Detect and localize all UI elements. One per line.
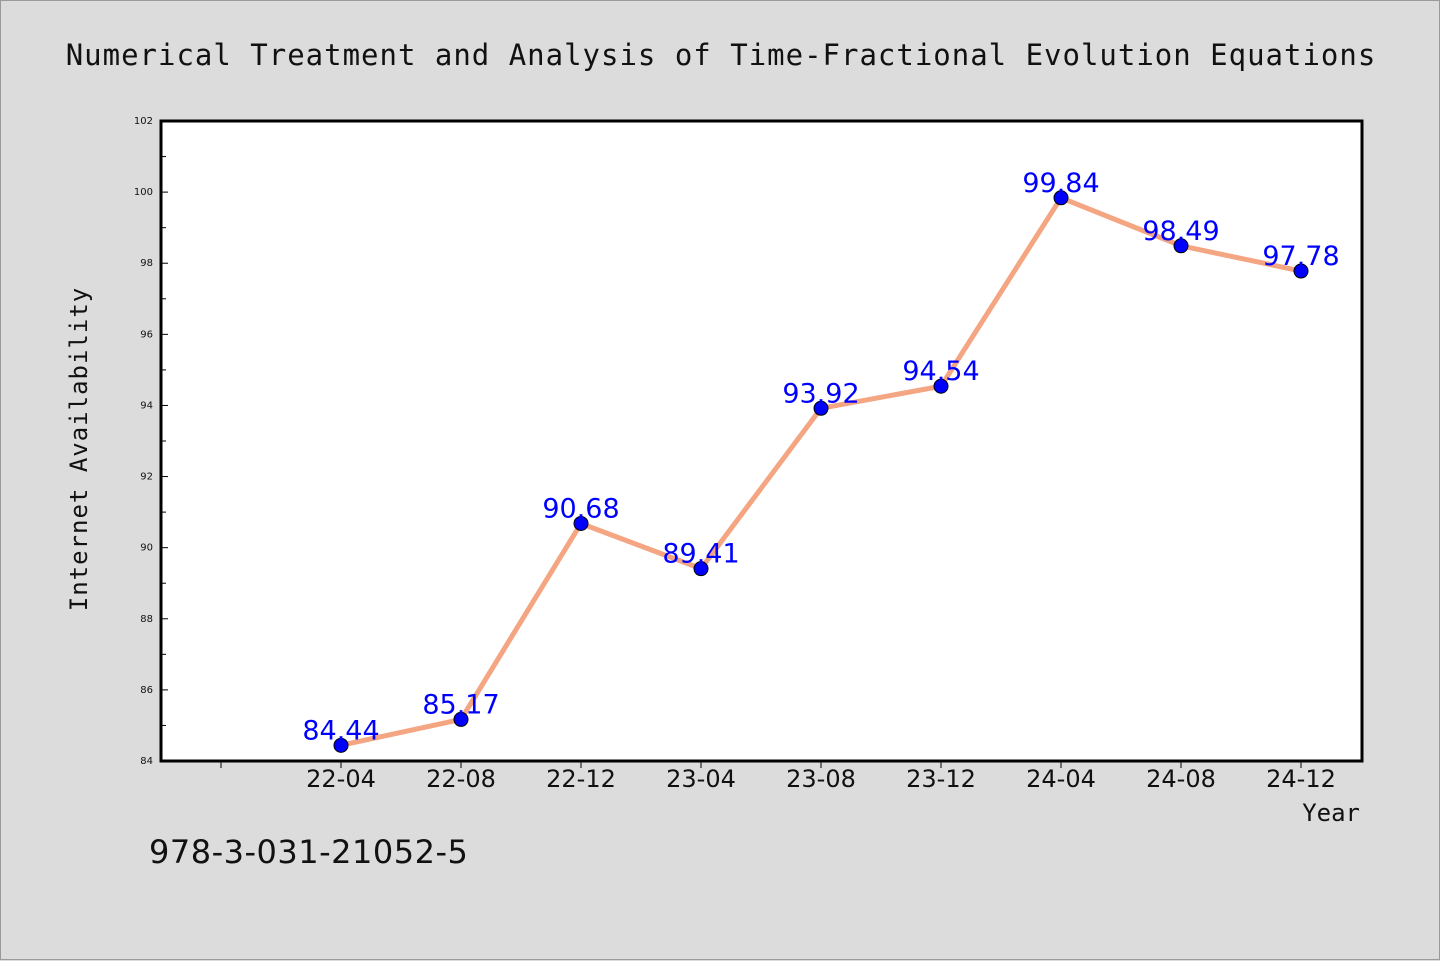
x-tick-label: 24-08 [1146, 765, 1216, 793]
y-tick-label: 96 [140, 329, 153, 340]
y-tick-label: 98 [140, 258, 153, 269]
y-tick-label: 92 [140, 472, 153, 483]
y-tick-label: 88 [140, 614, 153, 625]
x-axis-label: Year [1302, 799, 1360, 827]
isbn-footer: 978-3-031-21052-5 [149, 833, 469, 871]
data-points [333, 190, 1309, 753]
data-label: 85.17 [422, 689, 499, 720]
x-tick-label: 22-04 [306, 765, 376, 793]
data-point [333, 737, 349, 753]
data-labels: 84.44 85.17 90.68 89.41 93.92 94.54 99.84 98.49… [302, 168, 1339, 747]
y-tick-label: 94 [140, 400, 153, 411]
x-tick-label: 24-12 [1266, 765, 1336, 793]
y-tick-label: 100 [134, 187, 153, 198]
data-label: 89.41 [662, 539, 739, 570]
x-tick-label: 23-04 [666, 765, 736, 793]
data-point [693, 561, 709, 577]
y-axis-label: Internet Availability [65, 287, 93, 611]
y-tick-label: 102 [134, 116, 153, 127]
x-axis-ticks: 22-04 22-08 22-12 23-04 23-08 23-12 24-04 24-08… [220, 761, 1336, 793]
x-tick-label: 23-12 [906, 765, 976, 793]
x-tick-label: 23-08 [786, 765, 856, 793]
data-label: 94.54 [902, 356, 979, 387]
data-point [1173, 238, 1189, 254]
chart-title: Numerical Treatment and Analysis of Time… [66, 38, 1377, 72]
x-tick-label: 22-08 [426, 765, 496, 793]
data-point [933, 378, 949, 394]
data-point [813, 400, 829, 416]
data-label: 98.49 [1142, 216, 1219, 247]
data-label: 99.84 [1022, 168, 1099, 199]
y-tick-label: 84 [140, 756, 153, 767]
data-label: 97.78 [1262, 241, 1339, 272]
data-label: 90.68 [542, 493, 619, 524]
data-point [573, 515, 589, 531]
data-point [453, 711, 469, 727]
data-label: 93.92 [782, 378, 859, 409]
data-label: 84.44 [302, 715, 379, 746]
data-point [1053, 190, 1069, 206]
y-tick-label: 86 [140, 685, 153, 696]
plot-area [161, 121, 1362, 761]
y-tick-label: 90 [140, 543, 153, 554]
plot-border [159, 119, 1364, 763]
x-tick-label: 24-04 [1026, 765, 1096, 793]
data-point [1293, 263, 1309, 279]
x-tick-label: 22-12 [546, 765, 616, 793]
